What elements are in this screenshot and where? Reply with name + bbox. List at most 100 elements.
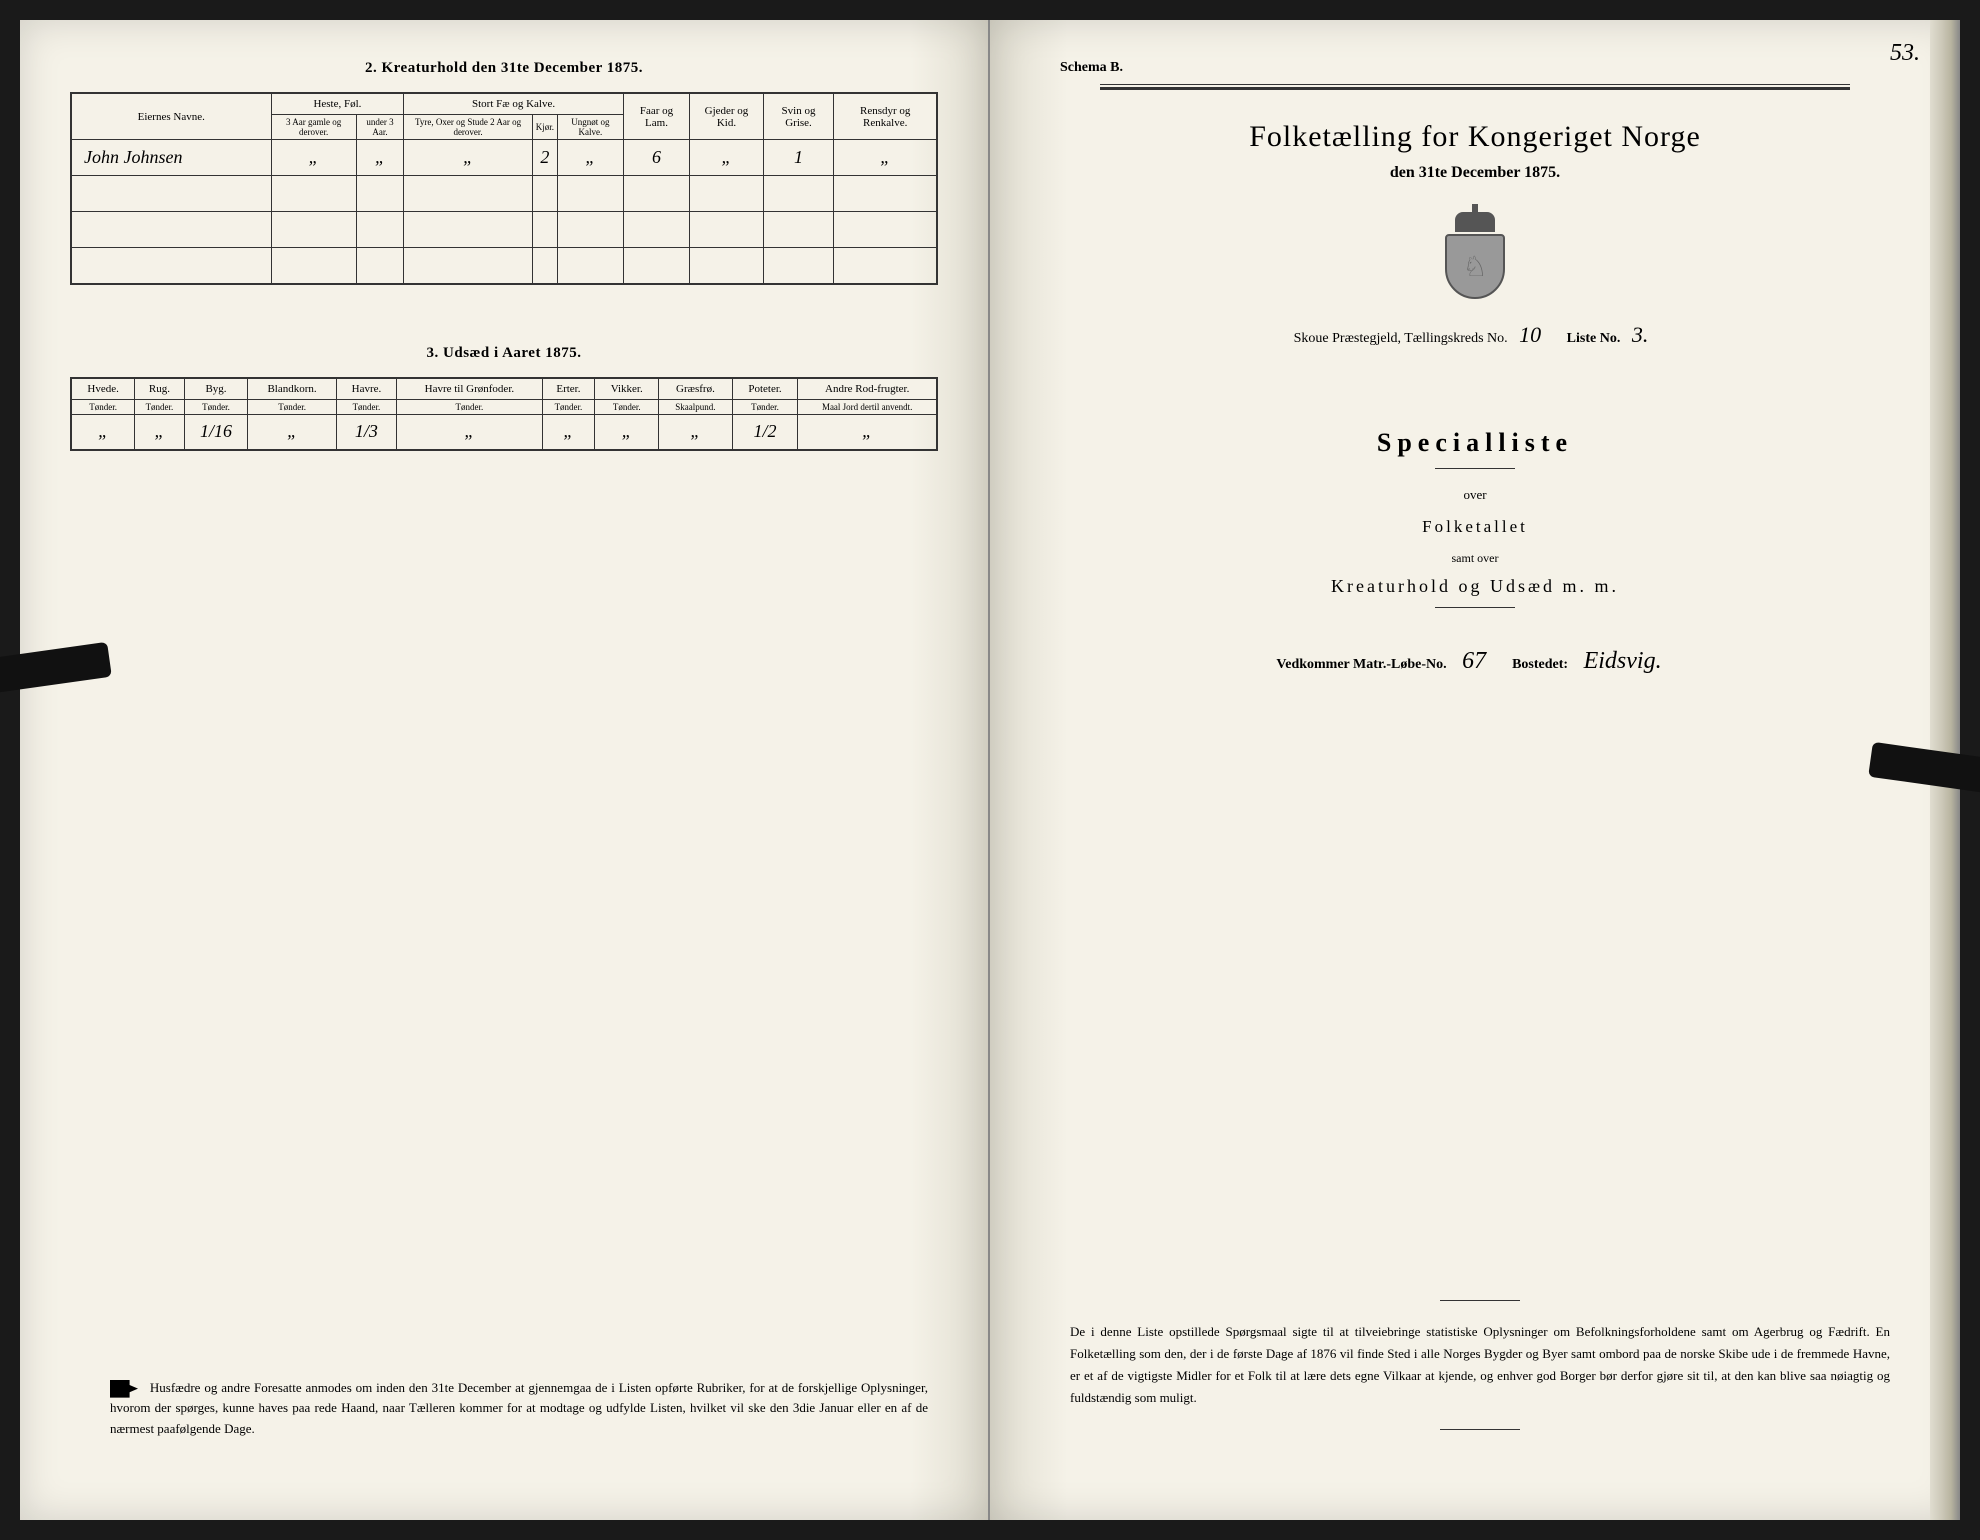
binder-clip-right — [1868, 742, 1980, 793]
kreds-no: 10 — [1511, 322, 1549, 347]
cell-erter: „ — [542, 414, 595, 450]
main-title: Folketælling for Kongeriget Norge — [1040, 120, 1910, 154]
rule — [1440, 1300, 1520, 1301]
left-footer-note: Husfædre og andre Foresatte anmodes om i… — [110, 1378, 928, 1440]
section-3-title: 3. Udsæd i Aaret 1875. — [70, 345, 938, 362]
sub-tonder: Tønder. — [595, 399, 659, 414]
table-row-empty — [71, 248, 937, 284]
col-havre-gron: Havre til Grønfoder. — [397, 378, 542, 400]
pointing-hand-icon — [110, 1380, 138, 1398]
cell-havre: 1/3 — [336, 414, 396, 450]
right-footer-text: De i denne Liste opstillede Spørgsmaal s… — [1070, 1324, 1890, 1405]
col-heste-sub2: under 3 Aar. — [356, 115, 404, 140]
col-faar: Faar og Lam. — [623, 93, 690, 140]
col-rug: Rug. — [135, 378, 184, 400]
matr-no: 67 — [1450, 648, 1498, 674]
schema-label: Schema B. — [1060, 60, 1910, 76]
cell-stort3: „ — [558, 140, 624, 176]
sub-skaalpund: Skaalpund. — [659, 399, 733, 414]
samt-over-label: samt over — [1040, 551, 1910, 566]
liste-no: 3. — [1624, 322, 1657, 347]
col-stort-sub1: Tyre, Oxer og Stude 2 Aar og derover. — [404, 115, 532, 140]
col-stort: Stort Fæ og Kalve. — [404, 93, 623, 115]
col-rensdyr: Rensdyr og Renkalve. — [834, 93, 937, 140]
col-poteter: Poteter. — [732, 378, 798, 400]
sub-tonder: Tønder. — [135, 399, 184, 414]
vedkommer-line: Vedkommer Matr.-Løbe-No. 67 Bostedet: Ei… — [1040, 648, 1910, 675]
col-owners: Eiernes Navne. — [71, 93, 271, 140]
col-heste-sub1: 3 Aar gamle og derover. — [271, 115, 356, 140]
liste-label: Liste No. — [1567, 331, 1621, 346]
col-byg: Byg. — [184, 378, 248, 400]
sub-tonder: Tønder. — [248, 399, 336, 414]
cell-stort2: 2 — [532, 140, 557, 176]
sub-tonder: Tønder. — [336, 399, 396, 414]
page-number: 53. — [1890, 40, 1920, 67]
cell-hvede: „ — [71, 414, 135, 450]
meta-prefix: Skoue Præstegjeld, Tællingskreds No. — [1294, 331, 1508, 346]
rule — [1100, 87, 1850, 90]
cell-stort1: „ — [404, 140, 532, 176]
cell-heste2: „ — [356, 140, 404, 176]
sub-maal: Maal Jord dertil anvendt. — [798, 399, 937, 414]
bosted: Eidsvig. — [1572, 648, 1674, 674]
col-stort-sub2: Kjør. — [532, 115, 557, 140]
vedkommer-label2: Bostedet: — [1512, 657, 1568, 672]
crown-icon — [1455, 212, 1495, 232]
cell-andre: „ — [798, 414, 937, 450]
left-page: 2. Kreaturhold den 31te December 1875. E… — [20, 20, 990, 1520]
col-stort-sub3: Ungnøt og Kalve. — [558, 115, 624, 140]
udsaed-table: Hvede. Rug. Byg. Blandkorn. Havre. Havre… — [70, 377, 938, 452]
cell-blandkorn: „ — [248, 414, 336, 450]
sub-tonder: Tønder. — [732, 399, 798, 414]
table-row: „ „ 1/16 „ 1/3 „ „ „ „ 1/2 „ — [71, 414, 937, 450]
book-spread: 2. Kreaturhold den 31te December 1875. E… — [20, 20, 1960, 1520]
cell-havre-gron: „ — [397, 414, 542, 450]
col-erter: Erter. — [542, 378, 595, 400]
over-label: over — [1040, 487, 1910, 503]
col-vikker: Vikker. — [595, 378, 659, 400]
col-gjeder: Gjeder og Kid. — [690, 93, 763, 140]
table-row: John Johnsen „ „ „ 2 „ 6 „ 1 „ — [71, 140, 937, 176]
cell-vikker: „ — [595, 414, 659, 450]
right-footer-note: De i denne Liste opstillede Spørgsmaal s… — [1070, 1290, 1890, 1440]
vedkommer-label1: Vedkommer Matr.-Løbe-No. — [1276, 657, 1446, 672]
col-heste: Heste, Føl. — [271, 93, 404, 115]
rule — [1435, 468, 1515, 469]
col-havre: Havre. — [336, 378, 396, 400]
owner-name: John Johnsen — [71, 140, 271, 176]
cell-rensdyr: „ — [834, 140, 937, 176]
footer-text: Husfædre og andre Foresatte anmodes om i… — [110, 1380, 928, 1437]
col-andre: Andre Rod-frugter. — [798, 378, 937, 400]
table-row-empty — [71, 176, 937, 212]
sub-tonder: Tønder. — [397, 399, 542, 414]
col-svin: Svin og Grise. — [763, 93, 834, 140]
cell-heste1: „ — [271, 140, 356, 176]
sub-tonder: Tønder. — [71, 399, 135, 414]
col-graesfro: Græsfrø. — [659, 378, 733, 400]
section-2-title: 2. Kreaturhold den 31te December 1875. — [70, 60, 938, 77]
sub-tonder: Tønder. — [542, 399, 595, 414]
col-blandkorn: Blandkorn. — [248, 378, 336, 400]
cell-gjeder: „ — [690, 140, 763, 176]
subtitle: den 31te December 1875. — [1040, 164, 1910, 182]
sub-tonder: Tønder. — [184, 399, 248, 414]
folketallet-label: Folketallet — [1040, 517, 1910, 537]
rule — [1440, 1429, 1520, 1430]
binder-clip-left — [0, 642, 112, 693]
cell-poteter: 1/2 — [732, 414, 798, 450]
rule — [1100, 84, 1850, 85]
shield-icon: ♘ — [1445, 234, 1505, 299]
specialliste-title: Specialliste — [1040, 428, 1910, 458]
kreaturhold-table: Eiernes Navne. Heste, Føl. Stort Fæ og K… — [70, 92, 938, 285]
kreatur-label: Kreaturhold og Udsæd m. m. — [1040, 576, 1910, 597]
coat-of-arms-icon: ♘ — [1440, 212, 1510, 302]
cell-rug: „ — [135, 414, 184, 450]
meta-line: Skoue Præstegjeld, Tællingskreds No. 10 … — [1040, 322, 1910, 348]
cell-graesfro: „ — [659, 414, 733, 450]
rule — [1435, 607, 1515, 608]
cell-faar: 6 — [623, 140, 690, 176]
col-hvede: Hvede. — [71, 378, 135, 400]
cell-svin: 1 — [763, 140, 834, 176]
table-row-empty — [71, 212, 937, 248]
